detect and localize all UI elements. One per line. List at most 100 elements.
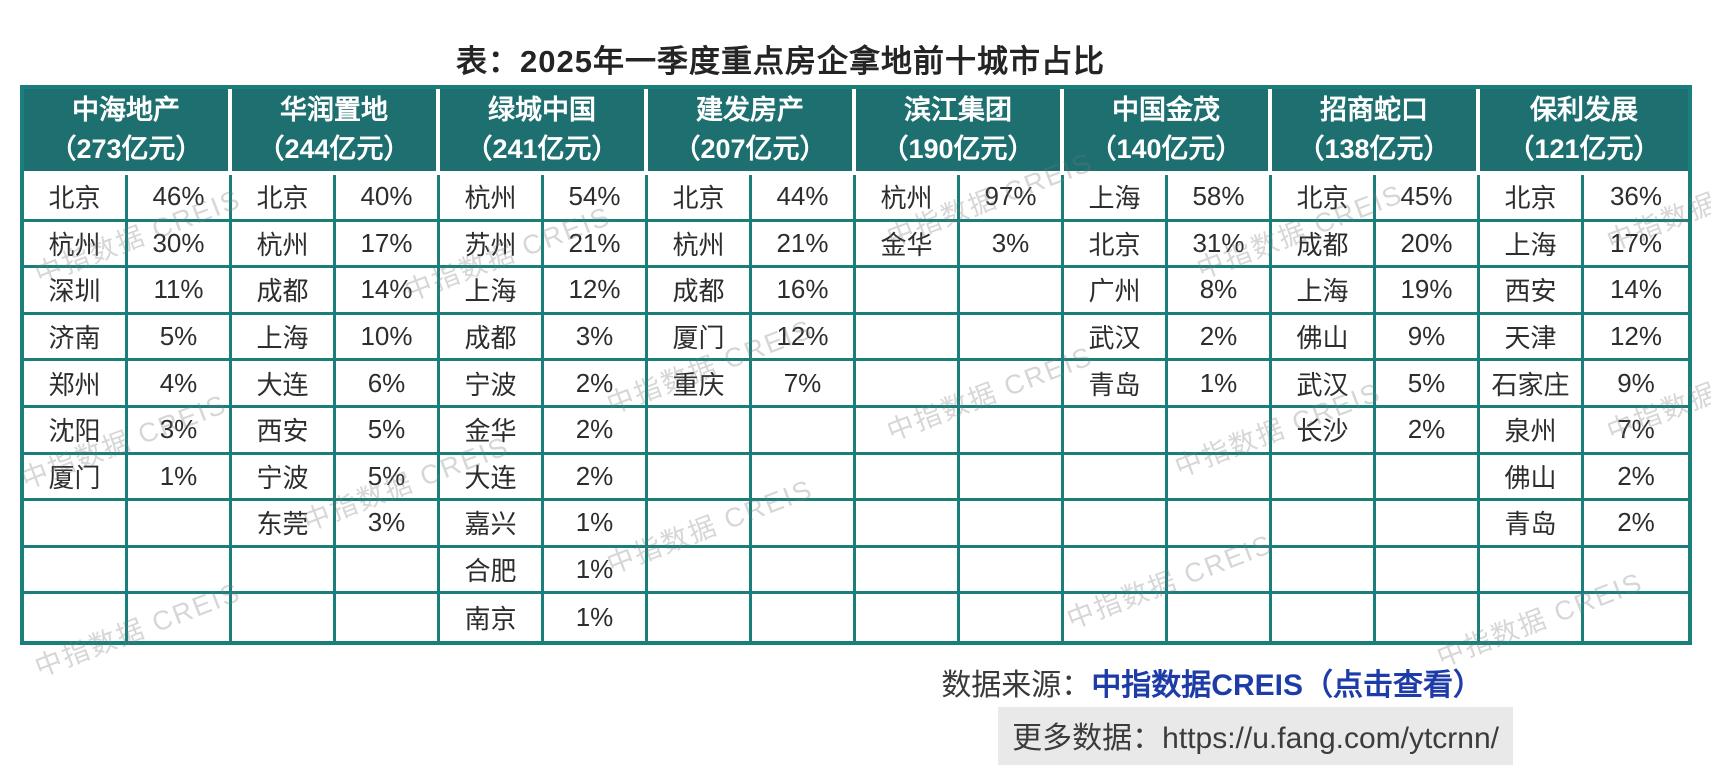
pct-cell: 2%	[1584, 501, 1688, 548]
pct-cell: 16%	[752, 268, 856, 315]
city-cell: 金华	[856, 221, 960, 269]
city-cell: 沈阳	[24, 407, 128, 455]
pct-cell	[1168, 501, 1272, 548]
pct-cell: 58%	[1168, 175, 1272, 222]
pct-cell: 3%	[544, 314, 648, 362]
city-cell: 成都	[648, 268, 752, 315]
pct-cell	[752, 594, 856, 641]
company-amount: （138亿元）	[1297, 133, 1451, 164]
pct-cell	[1376, 594, 1480, 641]
city-cell: 南京	[440, 594, 544, 641]
city-cell	[856, 407, 960, 455]
company-amount: （121亿元）	[1507, 133, 1661, 164]
city-cell: 北京	[1480, 175, 1584, 222]
city-cell	[856, 501, 960, 548]
pct-cell: 30%	[128, 221, 232, 269]
company-name: 中国金茂	[1112, 95, 1220, 126]
pct-cell: 5%	[128, 314, 232, 362]
city-cell: 郑州	[24, 361, 128, 408]
city-cell	[648, 547, 752, 595]
pct-cell	[752, 547, 856, 595]
pct-cell	[128, 501, 232, 548]
pct-cell: 5%	[336, 454, 440, 502]
company-amount: （244亿元）	[257, 133, 411, 164]
pct-cell: 36%	[1584, 175, 1688, 222]
city-cell: 佛山	[1480, 454, 1584, 502]
city-cell: 西安	[1480, 268, 1584, 315]
city-cell: 杭州	[232, 221, 336, 269]
pct-cell	[960, 361, 1064, 408]
company-amount: （273亿元）	[49, 133, 203, 164]
source-link[interactable]: 中指数据CREIS（点击查看）	[1091, 669, 1483, 702]
city-cell: 上海	[1272, 268, 1376, 315]
pct-cell	[752, 454, 856, 502]
city-cell: 上海	[1064, 175, 1168, 222]
pct-cell: 14%	[1584, 268, 1688, 315]
city-cell: 成都	[232, 268, 336, 315]
city-cell: 合肥	[440, 547, 544, 595]
city-cell: 西安	[232, 407, 336, 455]
city-cell: 石家庄	[1480, 361, 1584, 408]
pct-cell	[960, 314, 1064, 362]
pct-cell	[1168, 547, 1272, 595]
more-data-line: 更多数据：https://u.fang.com/ytcrnn/	[998, 707, 1513, 765]
city-cell	[232, 594, 336, 641]
pct-cell: 7%	[752, 361, 856, 408]
city-cell	[856, 314, 960, 362]
pct-cell: 8%	[1168, 268, 1272, 315]
city-cell	[856, 547, 960, 595]
pct-cell: 12%	[752, 314, 856, 362]
more-data-url[interactable]: https://u.fang.com/ytcrnn/	[1162, 722, 1499, 755]
city-cell: 北京	[24, 175, 128, 222]
pct-cell: 1%	[1168, 361, 1272, 408]
city-cell	[1064, 454, 1168, 502]
city-cell: 大连	[232, 361, 336, 408]
pct-cell	[960, 454, 1064, 502]
city-cell	[856, 361, 960, 408]
pct-cell	[1376, 501, 1480, 548]
more-label: 更多数据：	[1012, 722, 1163, 755]
city-cell	[1064, 594, 1168, 641]
city-cell	[24, 594, 128, 641]
city-cell: 青岛	[1064, 361, 1168, 408]
city-cell: 武汉	[1064, 314, 1168, 362]
city-cell: 上海	[440, 268, 544, 315]
source-label: 数据来源：	[941, 669, 1092, 702]
pct-cell: 31%	[1168, 221, 1272, 269]
pct-cell: 6%	[336, 361, 440, 408]
pct-cell	[128, 547, 232, 595]
city-cell: 厦门	[648, 314, 752, 362]
city-cell	[1272, 454, 1376, 502]
pct-cell	[960, 547, 1064, 595]
page-title: 表：2025年一季度重点房企拿地前十城市占比	[456, 44, 1105, 79]
pct-cell: 10%	[336, 314, 440, 362]
city-cell	[1064, 407, 1168, 455]
pct-cell: 11%	[128, 268, 232, 315]
pct-cell: 45%	[1376, 175, 1480, 222]
data-source-line: 数据来源：中指数据CREIS（点击查看）	[941, 660, 1483, 704]
city-cell	[1272, 501, 1376, 548]
company-header: 绿城中国 （241亿元）	[440, 89, 648, 175]
pct-cell	[1168, 594, 1272, 641]
pct-cell: 5%	[336, 407, 440, 455]
pct-cell: 2%	[1168, 314, 1272, 362]
city-cell: 佛山	[1272, 314, 1376, 362]
city-cell	[24, 547, 128, 595]
city-cell: 成都	[1272, 221, 1376, 269]
city-cell: 大连	[440, 454, 544, 502]
city-cell	[1064, 501, 1168, 548]
pct-cell: 97%	[960, 175, 1064, 222]
company-name: 中海地产	[72, 95, 180, 126]
pct-cell	[1168, 407, 1272, 455]
city-cell: 重庆	[648, 361, 752, 408]
city-cell: 深圳	[24, 268, 128, 315]
pct-cell: 1%	[544, 501, 648, 548]
pct-cell: 19%	[1376, 268, 1480, 315]
city-cell: 杭州	[24, 221, 128, 269]
pct-cell: 21%	[752, 221, 856, 269]
pct-cell: 17%	[336, 221, 440, 269]
company-header: 建发房产 （207亿元）	[648, 89, 856, 175]
pct-cell: 5%	[1376, 361, 1480, 408]
city-cell: 宁波	[440, 361, 544, 408]
